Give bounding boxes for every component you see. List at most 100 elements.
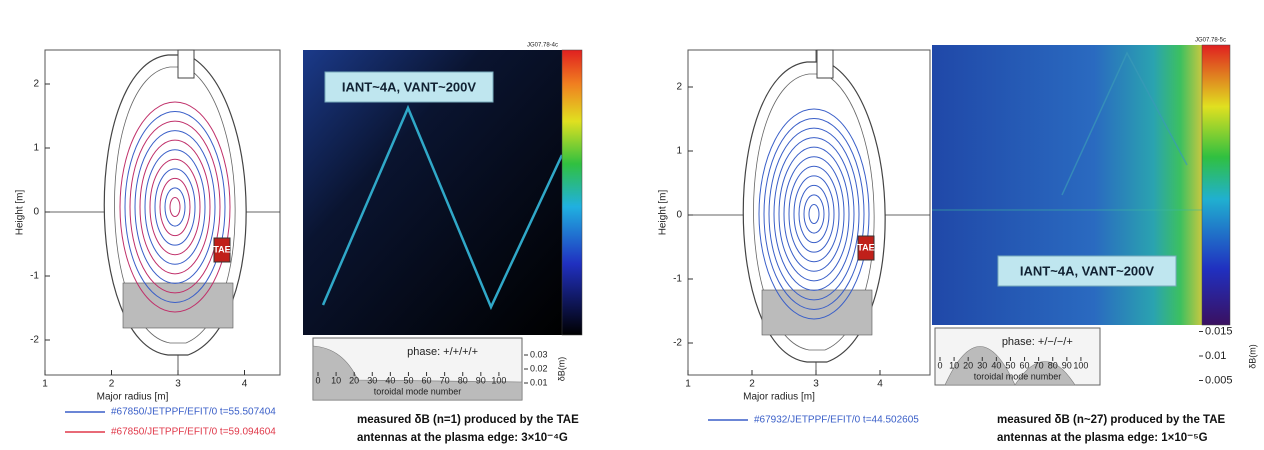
inset-x-tick-label: 40 — [385, 375, 395, 385]
vessel-inner — [114, 66, 236, 344]
flux-contour — [763, 118, 865, 310]
flux-contour — [778, 146, 850, 282]
figure-id: JG07.78-5c — [1195, 38, 1226, 44]
annotation-box — [997, 255, 1177, 287]
flux-contour — [768, 127, 860, 301]
y-tick-label: 1 — [676, 146, 682, 157]
y-tick-label: 1 — [33, 143, 39, 154]
inset-x-tick-label: 10 — [949, 360, 959, 370]
inset-x-tick-label: 70 — [1034, 360, 1044, 370]
flux-contour — [783, 156, 845, 272]
flux-contour — [139, 139, 211, 275]
antenna — [857, 235, 875, 261]
inset-x-tick-label: 30 — [367, 375, 377, 385]
y-tick-label: 2 — [33, 79, 39, 90]
flux-contour — [169, 196, 181, 218]
x-tick-label: 3 — [813, 379, 819, 390]
inset-x-tick-label: 50 — [1005, 360, 1015, 370]
x-axis-label: Major radius [m] — [743, 392, 815, 403]
x-axis-label: Major radius [m] — [97, 392, 169, 403]
y-tick-label: -2 — [673, 338, 682, 349]
mode-spectrum — [312, 345, 523, 401]
legend-entry: #67850/JETPPF/EFIT/0 t=55.507404 — [111, 407, 276, 418]
inset-x-tick-label: 30 — [977, 360, 987, 370]
antenna-label: TAE — [213, 244, 230, 254]
frequency-sweep — [1061, 51, 1188, 196]
inset-x-label: toroidal mode number — [974, 371, 1062, 381]
y-tick-label: 2 — [676, 82, 682, 93]
legend-entry: #67850/JETPPF/EFIT/0 t=59.094604 — [111, 427, 276, 438]
flux-contour — [119, 101, 231, 313]
inset-x-tick-label: 0 — [937, 360, 942, 370]
y-tick-label: 0 — [33, 207, 39, 218]
inset-y-tick-label: 0.03 — [530, 349, 548, 359]
inset-y-tick-label: 0.005 — [1205, 374, 1233, 386]
inset-y-tick-label: 0.01 — [530, 377, 548, 387]
caption: measured δB (n=1) produced by the TAE — [357, 414, 579, 426]
flux-contour — [154, 168, 196, 246]
frequency-sweep — [321, 104, 564, 311]
inset-x-tick-label: 90 — [476, 375, 486, 385]
inset-x-tick-label: 100 — [1073, 360, 1088, 370]
caption: measured δB (n~27) produced by the TAE — [997, 414, 1226, 426]
colorbar — [561, 49, 583, 336]
divertor — [122, 282, 234, 329]
divertor — [761, 289, 873, 336]
inset-y-tick-label: 0.02 — [530, 363, 548, 373]
flux-contour — [159, 177, 191, 237]
port — [177, 49, 195, 79]
annotation: IANT~4A, VANT~200V — [1020, 263, 1154, 278]
y-axis-label: Height [m] — [15, 189, 26, 235]
inset-phase: phase: +/−/−/+ — [1002, 336, 1073, 348]
colorbar — [1201, 44, 1231, 326]
y-tick-label: -1 — [30, 271, 39, 282]
inset-x-tick-label: 80 — [1048, 360, 1058, 370]
inset-x-tick-label: 70 — [440, 375, 450, 385]
figure-id: JG07.78-4c — [527, 43, 558, 49]
mode-spectrum — [944, 346, 1076, 386]
antenna-label: TAE — [857, 242, 874, 252]
y-tick-label: -2 — [30, 335, 39, 346]
inset-x-tick-label: 50 — [403, 375, 413, 385]
inset-y-tick-label: 0.015 — [1205, 325, 1233, 337]
vessel-outer — [742, 61, 886, 363]
inset-x-tick-label: 20 — [963, 360, 973, 370]
x-tick-label: 2 — [109, 379, 115, 390]
x-tick-label: 1 — [42, 379, 48, 390]
caption: antennas at the plasma edge: 3×10⁻⁴G — [357, 432, 568, 444]
inset-y-label: δB(m) — [1247, 344, 1257, 369]
annotation: IANT~4A, VANT~200V — [342, 79, 476, 94]
x-tick-label: 2 — [749, 379, 755, 390]
inset-y-tick-label: 0.01 — [1205, 350, 1226, 362]
flux-contour — [164, 187, 186, 227]
inset-x-tick-label: 90 — [1062, 360, 1072, 370]
port — [816, 49, 834, 79]
flux-contour — [773, 137, 855, 291]
inset-x-tick-label: 80 — [458, 375, 468, 385]
flux-contour — [803, 194, 825, 234]
y-tick-label: 0 — [676, 210, 682, 221]
flux-contour — [798, 184, 830, 244]
annotation-box — [324, 71, 494, 103]
inset-x-tick-label: 20 — [349, 375, 359, 385]
x-tick-label: 1 — [685, 379, 691, 390]
inset-x-tick-label: 60 — [422, 375, 432, 385]
flux-contour — [788, 165, 840, 263]
inset-x-tick-label: 40 — [991, 360, 1001, 370]
y-axis-label: Height [m] — [658, 189, 669, 235]
flux-contour — [808, 203, 820, 225]
flux-contour — [144, 149, 206, 265]
inset-y-label: δB(m) — [556, 357, 566, 382]
antenna — [213, 237, 231, 263]
caption: antennas at the plasma edge: 1×10⁻⁵G — [997, 432, 1208, 444]
vessel-outer — [103, 54, 247, 356]
inset-x-tick-label: 0 — [315, 375, 320, 385]
legend-entry: #67932/JETPPF/EFIT/0 t=44.502605 — [754, 415, 919, 426]
inset-phase: phase: +/+/+/+ — [407, 346, 478, 358]
y-tick-label: -1 — [673, 274, 682, 285]
flux-contour — [129, 120, 221, 294]
inset-x-tick-label: 100 — [491, 375, 506, 385]
flux-contour — [124, 111, 226, 303]
x-tick-label: 4 — [877, 379, 883, 390]
